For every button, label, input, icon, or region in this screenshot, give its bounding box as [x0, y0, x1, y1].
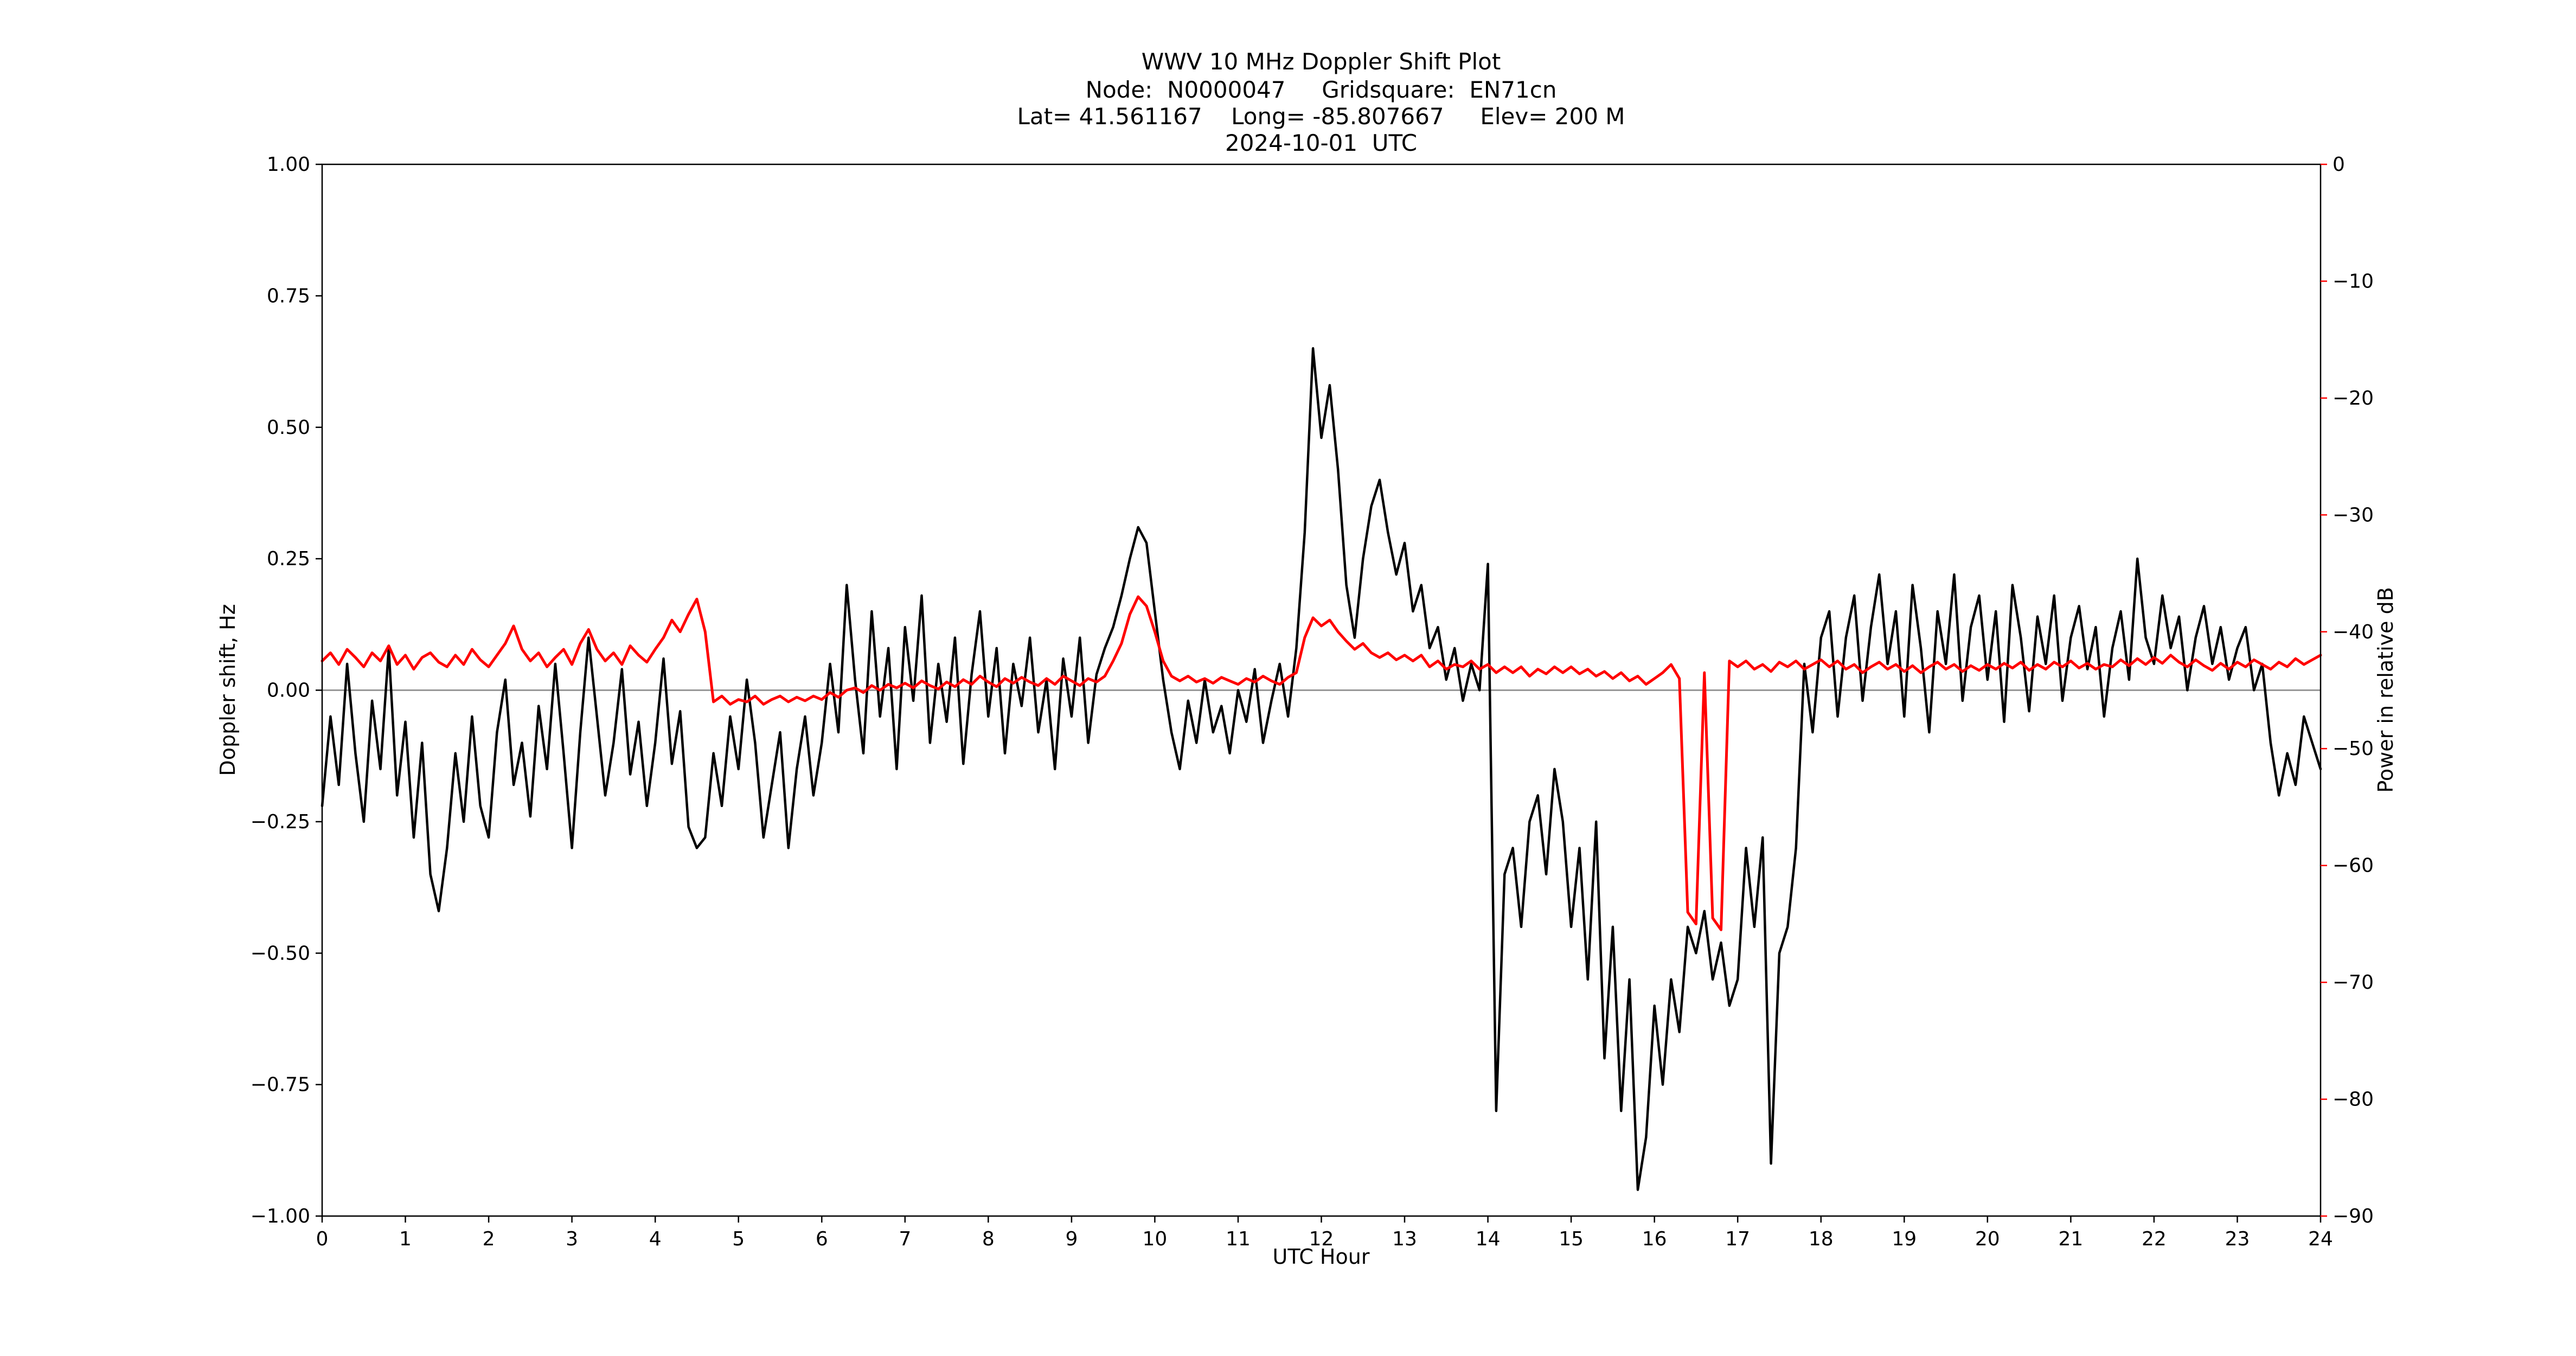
x-tick-label: 23	[2225, 1228, 2250, 1250]
y-left-tick-label: 0.00	[267, 680, 310, 702]
x-axis-label: UTC Hour	[1273, 1245, 1370, 1269]
y-left-tick-label: 0.50	[267, 417, 310, 439]
x-tick-label: 3	[566, 1228, 578, 1250]
y-right-tick-label: −40	[2333, 621, 2374, 643]
y-left-axis-label: Doppler shift, Hz	[216, 604, 240, 776]
x-tick-label: 19	[1892, 1228, 1917, 1250]
y-right-tick-label: −70	[2333, 971, 2374, 994]
y-left-tick-label: −0.25	[251, 811, 310, 833]
x-tick-label: 11	[1226, 1228, 1251, 1250]
x-tick-label: 15	[1559, 1228, 1584, 1250]
power-series-line	[321, 595, 2322, 931]
y-right-tick-label: −60	[2333, 855, 2374, 877]
x-tick-label: 10	[1142, 1228, 1167, 1250]
x-tick-label: 20	[1975, 1228, 2000, 1250]
x-tick-label: 1	[399, 1228, 412, 1250]
y-right-tick-label: −20	[2333, 387, 2374, 410]
y-right-axis-label: Power in relative dB	[2374, 587, 2398, 792]
x-tick-label: 2	[483, 1228, 495, 1250]
x-tick-label: 17	[1725, 1228, 1750, 1250]
y-right-tick-label: −50	[2333, 738, 2374, 760]
plot-title-line1: WWV 10 MHz Doppler Shift Plot	[1142, 48, 1501, 75]
y-right-tick-label: 0	[2333, 153, 2345, 176]
x-tick-label: 5	[732, 1228, 745, 1250]
x-tick-label: 6	[816, 1228, 828, 1250]
x-tick-label: 13	[1392, 1228, 1417, 1250]
y-left-tick-label: 0.75	[267, 285, 310, 307]
x-tick-label: 12	[1309, 1228, 1334, 1250]
plot-title-line2: Node: N0000047 Gridsquare: EN71cn	[1086, 76, 1557, 103]
x-tick-label: 9	[1065, 1228, 1078, 1250]
x-tick-label: 0	[316, 1228, 329, 1250]
y-right-axis-ticks: 0 −10 −20 −30 −40 −50 −60 −70 −80 −90	[2321, 153, 2374, 1227]
y-left-axis-ticks: 1.00 0.75 0.50 0.25 0.00 −0.25 −0.50 −0.75 −1.00	[251, 153, 322, 1227]
y-left-tick-label: 0.25	[267, 548, 310, 570]
doppler-series-line	[321, 347, 2322, 1191]
plot-title-line4: 2024-10-01 UTC	[1225, 130, 1417, 156]
x-tick-label: 14	[1476, 1228, 1501, 1250]
y-left-tick-label: −0.50	[251, 942, 310, 964]
x-axis-ticks: 0 1 2 3 4 5 6 7 8 9 10 11 12 13 14 15 16 17 18 19 20 21 22 23 24	[316, 1216, 2333, 1250]
y-right-tick-label: −80	[2333, 1089, 2374, 1111]
y-right-tick-label: −30	[2333, 504, 2374, 526]
x-tick-label: 16	[1642, 1228, 1667, 1250]
y-left-tick-label: −1.00	[251, 1205, 310, 1227]
x-tick-label: 24	[2308, 1228, 2333, 1250]
x-tick-label: 21	[2058, 1228, 2083, 1250]
y-left-tick-label: 1.00	[267, 153, 310, 176]
y-right-tick-label: −90	[2333, 1205, 2374, 1227]
y-left-tick-label: −0.75	[251, 1074, 310, 1096]
x-tick-label: 8	[982, 1228, 995, 1250]
plot-title-line3: Lat= 41.561167 Long= -85.807667 Elev= 20…	[1017, 103, 1625, 130]
x-tick-label: 22	[2142, 1228, 2167, 1250]
y-right-tick-label: −10	[2333, 270, 2374, 292]
x-tick-label: 4	[649, 1228, 662, 1250]
series-lines	[321, 347, 2322, 1191]
x-tick-label: 18	[1809, 1228, 1834, 1250]
x-tick-label: 7	[899, 1228, 911, 1250]
